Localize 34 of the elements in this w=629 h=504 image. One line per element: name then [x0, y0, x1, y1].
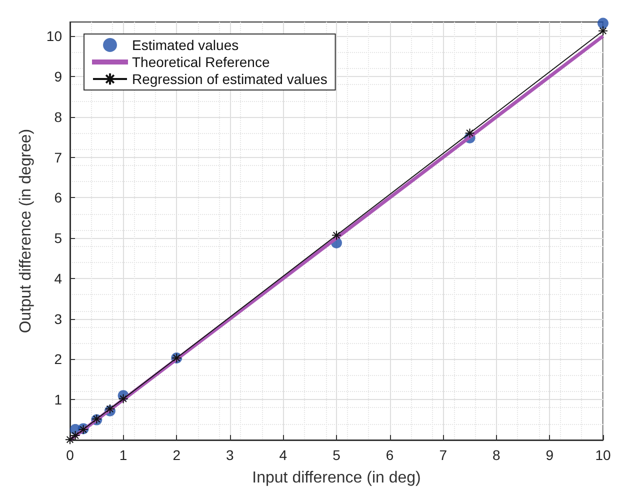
- y-tick-label: 10: [46, 28, 62, 44]
- x-tick-label: 0: [66, 447, 74, 463]
- y-tick-label: 9: [54, 68, 62, 85]
- y-tick-label: 6: [54, 190, 62, 206]
- y-tick-label: 1: [54, 392, 62, 408]
- legend-label: Estimated values: [132, 37, 239, 53]
- x-tick-label: 4: [279, 447, 288, 463]
- point: [70, 430, 80, 441]
- y-axis-title: Output difference (in degree): [18, 128, 34, 334]
- x-tick-label: 1: [119, 447, 128, 463]
- point: [118, 394, 128, 404]
- y-tick-label: 2: [54, 351, 62, 368]
- point: [464, 128, 475, 138]
- point: [598, 18, 608, 29]
- x-tick-label: 6: [386, 447, 394, 463]
- y-tick-label: 7: [54, 149, 62, 166]
- x-tick-label: 9: [546, 447, 554, 463]
- x-tick-label: 7: [439, 447, 448, 463]
- x-tick-label: 8: [492, 447, 500, 463]
- x-tick-label: 3: [226, 447, 234, 463]
- legend-label: Regression of estimated values: [132, 71, 328, 87]
- y-tick-label: 3: [54, 310, 62, 327]
- x-tick-label: 10: [595, 447, 611, 463]
- point: [104, 404, 115, 414]
- x-tick-label: 5: [332, 447, 341, 463]
- legend-label: Theoretical Reference: [132, 54, 270, 70]
- point: [332, 230, 342, 240]
- point: [598, 26, 608, 36]
- y-tick-label: 8: [54, 108, 62, 125]
- point: [65, 434, 75, 445]
- y-tick-label: 5: [54, 230, 62, 246]
- x-tick-label: 2: [172, 447, 181, 463]
- y-tick-label: 4: [54, 270, 62, 286]
- x-axis-title: Input difference (in deg): [252, 470, 421, 486]
